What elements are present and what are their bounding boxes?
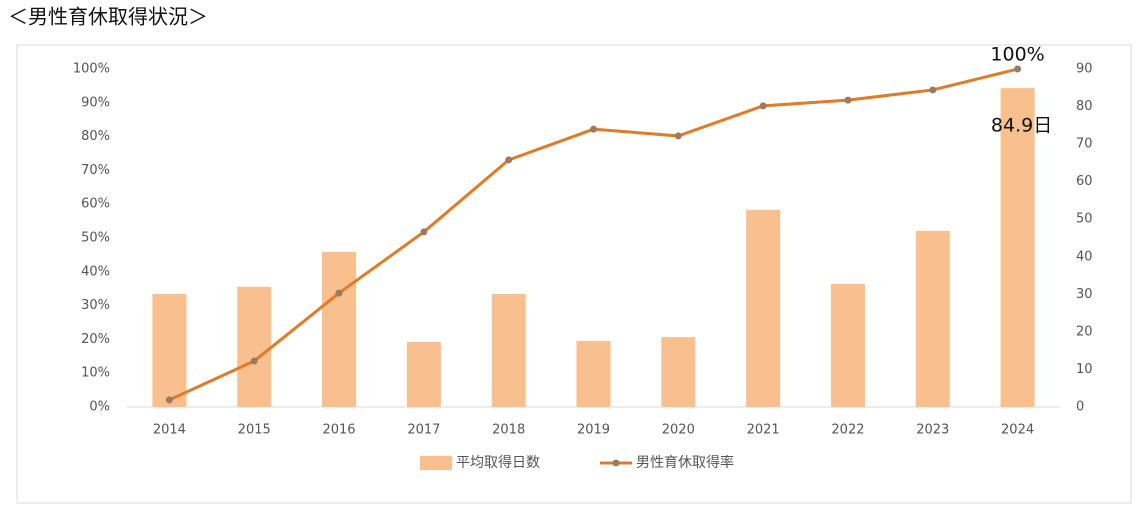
y2-tick-label: 50 <box>1076 212 1093 227</box>
y-tick-label: 0% <box>89 400 110 415</box>
point <box>420 228 428 236</box>
point <box>844 96 852 104</box>
y2-tick-label: 40 <box>1076 249 1093 264</box>
point <box>674 132 682 140</box>
y2-tick-label: 20 <box>1076 324 1093 339</box>
chart-frame <box>16 44 1132 504</box>
chart-title: ＜男性育休取得状況＞ <box>8 5 208 29</box>
x-tick-label: 2020 <box>662 423 695 438</box>
x-tick-label: 2019 <box>577 423 610 438</box>
y-tick-label: 100% <box>73 62 110 77</box>
bar <box>406 342 441 407</box>
x-tick-label: 2024 <box>1001 423 1034 438</box>
x-tick-label: 2021 <box>747 423 780 438</box>
bar <box>322 251 357 407</box>
legend-label: 男性育休取得率 <box>636 454 734 471</box>
data-label: 84.9日 <box>991 115 1052 137</box>
y2-tick-label: 30 <box>1076 287 1093 302</box>
y-tick-label: 90% <box>81 95 110 110</box>
x-tick-label: 2022 <box>831 423 864 438</box>
point <box>590 125 597 133</box>
point <box>165 396 173 404</box>
legend-swatch <box>612 459 620 467</box>
bar <box>1000 88 1035 408</box>
y2-tick-label: 0 <box>1076 400 1084 415</box>
legend-label: 平均取得日数 <box>456 454 540 471</box>
y-tick-label: 40% <box>81 264 110 279</box>
y-tick-label: 80% <box>81 129 110 144</box>
data-label: 100% <box>990 44 1044 66</box>
point <box>759 102 767 110</box>
point <box>929 86 937 94</box>
legend-swatch <box>420 456 452 470</box>
y-tick-label: 10% <box>81 366 110 381</box>
point <box>1014 65 1022 73</box>
y2-tick-label: 60 <box>1076 174 1093 189</box>
x-tick-label: 2017 <box>407 423 440 438</box>
point <box>250 357 258 365</box>
bar <box>661 337 696 407</box>
x-tick-label: 2018 <box>492 423 525 438</box>
bar <box>746 209 781 407</box>
x-tick-label: 2015 <box>238 423 271 438</box>
y-tick-label: 20% <box>81 332 110 347</box>
y2-tick-label: 70 <box>1076 137 1093 152</box>
y-tick-label: 50% <box>81 231 110 246</box>
x-tick-label: 2016 <box>322 423 355 438</box>
y2-tick-label: 90 <box>1076 62 1093 77</box>
y-tick-label: 60% <box>81 197 110 212</box>
y2-tick-label: 10 <box>1076 362 1093 377</box>
bar <box>237 286 272 407</box>
bar <box>152 293 187 407</box>
y-tick-label: 30% <box>81 298 110 313</box>
y-tick-label: 70% <box>81 163 110 178</box>
point <box>505 156 513 164</box>
bar <box>576 340 611 407</box>
bar <box>491 293 526 407</box>
y2-tick-label: 80 <box>1076 99 1093 114</box>
point <box>335 289 343 297</box>
x-tick-label: 2014 <box>153 423 186 438</box>
bar <box>830 283 865 407</box>
bar <box>915 230 950 407</box>
x-tick-label: 2023 <box>916 423 949 438</box>
